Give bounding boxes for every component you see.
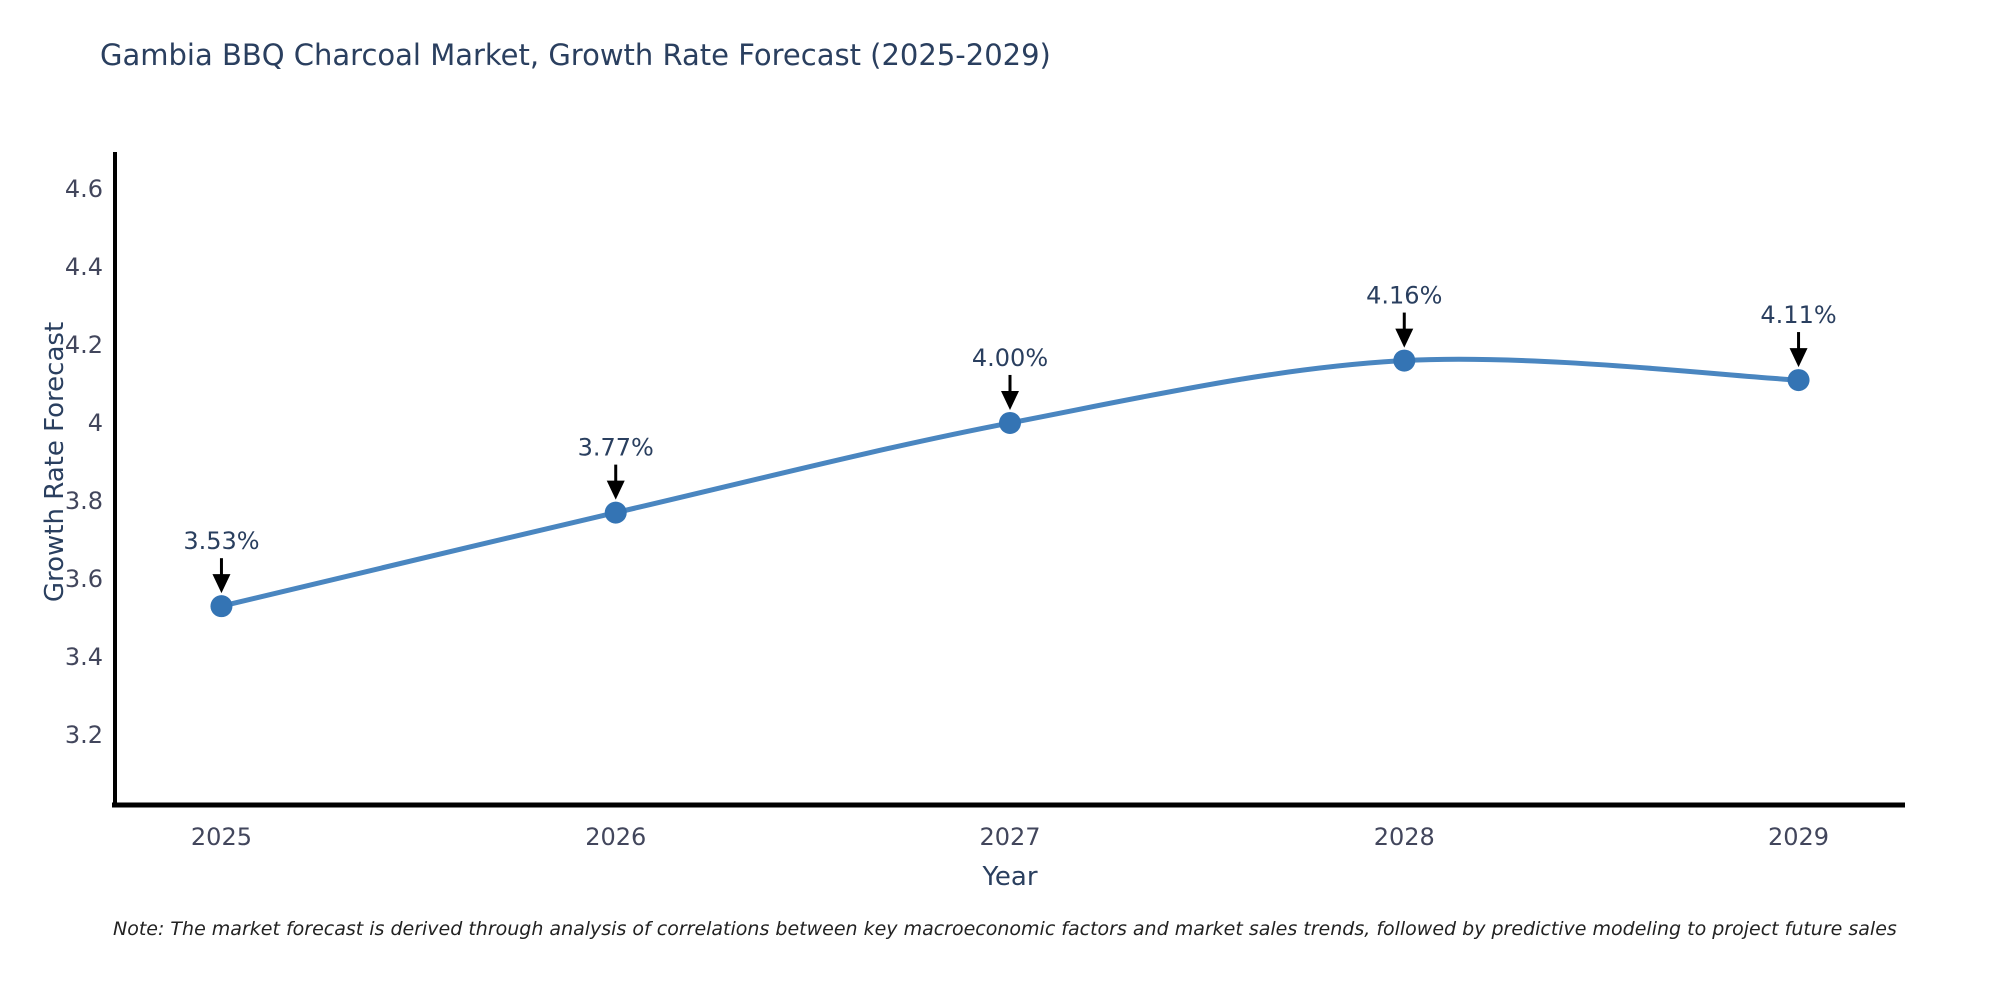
data-point-value-label: 3.77% [578, 434, 654, 462]
x-axis-title: Year [982, 862, 1038, 892]
annotation-arrow-head [1001, 390, 1019, 410]
data-point-value-label: 4.00% [972, 344, 1048, 372]
annotation-arrow-head [1789, 348, 1808, 368]
y-axis-tick-label: 4.2 [65, 331, 103, 359]
annotation-arrow-head [212, 574, 231, 594]
data-point-value-label: 3.53% [183, 527, 259, 555]
data-point-value-label: 4.11% [1760, 301, 1836, 329]
y-axis-tick-label: 4.6 [65, 175, 103, 203]
data-point-value-label: 4.16% [1366, 282, 1442, 310]
chart-title: Gambia BBQ Charcoal Market, Growth Rate … [100, 38, 1051, 72]
y-axis-tick-label: 3.2 [65, 721, 103, 749]
data-point-marker [1787, 369, 1810, 392]
data-point-marker [604, 501, 627, 524]
data-point-marker [1393, 349, 1416, 372]
x-axis-tick-label: 2027 [979, 823, 1040, 851]
y-axis-tick-label: 3.8 [65, 487, 103, 515]
y-axis-tick-label: 4 [88, 409, 103, 437]
annotation-arrow-head [606, 480, 625, 500]
y-axis-tick-label: 3.6 [65, 565, 103, 593]
chart-note: Note: The market forecast is derived thr… [113, 918, 1897, 940]
data-point-marker [999, 411, 1021, 434]
x-axis-tick-label: 2028 [1374, 823, 1435, 851]
y-axis-tick-label: 4.4 [65, 253, 103, 281]
data-point-marker [210, 595, 233, 618]
y-axis-tick-label: 3.4 [65, 643, 103, 671]
x-axis-tick-label: 2026 [585, 823, 646, 851]
annotation-arrow-head [1395, 328, 1414, 348]
x-axis-tick-label: 2025 [191, 823, 252, 851]
x-axis-tick-label: 2029 [1768, 823, 1829, 851]
